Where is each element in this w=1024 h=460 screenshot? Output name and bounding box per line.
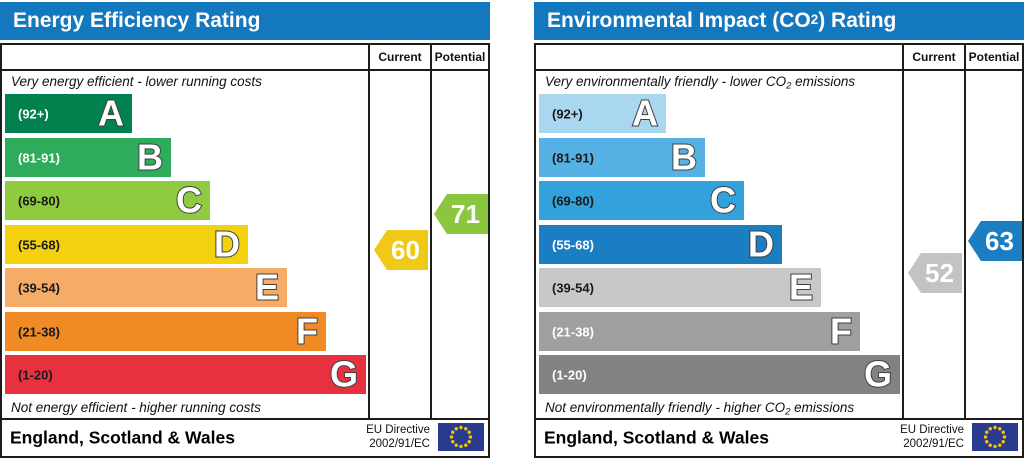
band-range-label: (92+) <box>552 106 583 121</box>
panel-footer: England, Scotland & Wales EU Directive 2… <box>0 420 490 458</box>
band-range-label: (69-80) <box>18 193 60 208</box>
band-letter: G <box>329 352 359 394</box>
band-letter: C <box>709 178 737 220</box>
rating-table: Current Potential Very environmentally f… <box>534 43 1024 420</box>
bottom-caption: Not energy efficient - higher running co… <box>11 400 261 415</box>
bottom-caption: Not environmentally friendly - higher CO… <box>545 400 855 418</box>
band-letter: E <box>788 265 814 307</box>
current-rating-marker: 52 <box>908 253 962 293</box>
band-e: (39-54) E <box>539 265 821 307</box>
band-c: (69-80) C <box>5 178 210 220</box>
energy-efficiency-panel: Energy Efficiency Rating Current Potenti… <box>0 0 490 460</box>
band-f: (21-38) F <box>539 309 860 351</box>
header-row-divider <box>536 69 1022 71</box>
current-rating-value: 60 <box>391 234 420 265</box>
band-range-label: (21-38) <box>18 324 60 339</box>
potential-rating-value: 63 <box>985 225 1014 256</box>
band-letter: C <box>175 178 203 220</box>
panel-title: Environmental Impact (CO 2) Rating <box>547 9 896 33</box>
top-caption: Very energy efficient - lower running co… <box>11 74 262 89</box>
band-c: (69-80) C <box>539 178 744 220</box>
band-e: (39-54) E <box>5 265 287 307</box>
current-column-header: Current <box>912 50 956 64</box>
band-range-label: (21-38) <box>552 324 594 339</box>
band-range-label: (1-20) <box>552 367 587 382</box>
environmental-impact-title-bar: Environmental Impact (CO 2) Rating <box>534 2 1024 40</box>
band-range-label: (39-54) <box>18 280 60 295</box>
rating-table: Current Potential Very energy efficient … <box>0 43 490 420</box>
band-letter: D <box>747 222 775 264</box>
column-divider <box>368 45 370 418</box>
title-text-tail: ) Rating <box>818 9 897 32</box>
header-row-divider <box>2 69 488 71</box>
band-b: (81-91) B <box>5 135 171 177</box>
eu-directive-label: EU Directive 2002/91/EC <box>900 424 964 450</box>
panel-title: Energy Efficiency Rating <box>13 9 260 33</box>
band-range-label: (81-91) <box>552 150 594 165</box>
band-letter: A <box>631 91 659 133</box>
band-a: (92+) A <box>539 91 666 133</box>
band-d: (55-68) D <box>5 222 248 264</box>
region-label: England, Scotland & Wales <box>10 427 235 448</box>
band-range-label: (69-80) <box>552 193 594 208</box>
band-letter: G <box>863 352 893 394</box>
potential-column-header: Potential <box>434 50 486 64</box>
eu-flag-icon <box>438 423 484 451</box>
band-letter: F <box>829 309 853 351</box>
column-divider <box>430 45 432 418</box>
column-divider <box>964 45 966 418</box>
band-range-label: (81-91) <box>18 150 60 165</box>
environmental-impact-panel: Environmental Impact (CO 2) Rating Curren… <box>534 0 1024 460</box>
energy-efficiency-title-bar: Energy Efficiency Rating <box>0 2 490 40</box>
column-divider <box>902 45 904 418</box>
band-range-label: (55-68) <box>552 237 594 252</box>
potential-rating-marker: 71 <box>434 194 488 234</box>
region-label: England, Scotland & Wales <box>544 427 769 448</box>
eu-flag-icon <box>972 423 1018 451</box>
band-g: (1-20) G <box>539 352 900 394</box>
top-caption: Very environmentally friendly - lower CO… <box>545 74 856 92</box>
band-letter: E <box>254 265 280 307</box>
band-range-label: (39-54) <box>552 280 594 295</box>
current-rating-marker: 60 <box>374 230 428 270</box>
band-letter: B <box>670 135 698 177</box>
band-range-label: (55-68) <box>18 237 60 252</box>
title-subscript: 2 <box>810 12 819 27</box>
band-d: (55-68) D <box>539 222 782 264</box>
potential-rating-marker: 63 <box>968 221 1022 261</box>
title-text: Energy Efficiency Rating <box>13 9 261 32</box>
current-rating-value: 52 <box>925 257 954 288</box>
band-g: (1-20) G <box>5 352 366 394</box>
band-range-label: (92+) <box>18 106 49 121</box>
eu-directive-label: EU Directive 2002/91/EC <box>366 424 430 450</box>
potential-rating-value: 71 <box>451 198 480 229</box>
band-letter: B <box>136 135 164 177</box>
band-letter: A <box>97 91 125 133</box>
current-column-header: Current <box>378 50 422 64</box>
band-f: (21-38) F <box>5 309 326 351</box>
title-text: Environmental Impact (CO <box>547 9 811 32</box>
band-b: (81-91) B <box>539 135 705 177</box>
band-range-label: (1-20) <box>18 367 53 382</box>
panel-footer: England, Scotland & Wales EU Directive 2… <box>534 420 1024 458</box>
band-letter: F <box>295 309 319 351</box>
band-a: (92+) A <box>5 91 132 133</box>
potential-column-header: Potential <box>968 50 1020 64</box>
band-letter: D <box>213 222 241 264</box>
